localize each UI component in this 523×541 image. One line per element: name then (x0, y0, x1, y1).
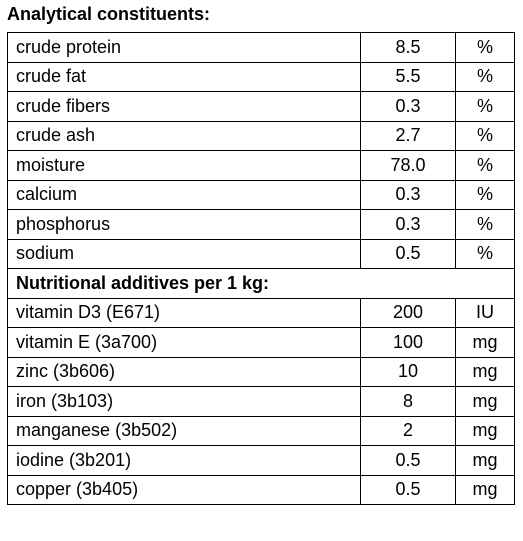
cell-name: copper (3b405) (7, 474, 361, 505)
table-row: sodium 0.5% (7, 238, 515, 269)
cell-name: manganese (3b502) (7, 415, 361, 446)
cell-unit: % (455, 209, 515, 240)
cell-num: 0.5 (360, 474, 456, 505)
cell-name: zinc (3b606) (7, 356, 361, 387)
cell-unit: % (455, 150, 515, 181)
nutrition-table: crude protein 8.5% crude fat 5.5% crude fibe… (7, 32, 515, 505)
table-row: phosphorus 0.3% (7, 209, 515, 240)
cell-num: 200 (360, 297, 456, 328)
cell-name: vitamin D3 (E671) (7, 297, 361, 328)
cell-name: moisture (7, 150, 361, 181)
cell-num: 0.3 (360, 209, 456, 240)
cell-unit: % (455, 179, 515, 210)
cell-num: 0.3 (360, 91, 456, 122)
cell-num: 2.7 (360, 120, 456, 151)
cell-unit: mg (455, 327, 515, 358)
title: Analytical constituents: (7, 4, 211, 24)
cell-unit: % (455, 91, 515, 122)
table-row: manganese (3b502) 2 mg (7, 415, 515, 446)
table-row: crude protein 8.5% (7, 32, 515, 63)
cell-num: 8 (360, 386, 456, 417)
table-row: zinc (3b606) 10 mg (7, 356, 515, 387)
cell-num: 78.0 (360, 150, 456, 181)
cell-unit: mg (455, 445, 515, 476)
cell-name: iron (3b103) (7, 386, 361, 417)
section-row: Nutritional additives per 1 kg: (7, 268, 515, 299)
cell-num: 2 (360, 415, 456, 446)
cell-unit: mg (455, 474, 515, 505)
cell-name: vitamin E (3a700) (7, 327, 361, 358)
cell-name: phosphorus (7, 209, 361, 240)
table-row: crude ash 2.7% (7, 120, 515, 151)
table-row: crude fat 5.5% (7, 61, 515, 92)
table-row: vitamin E (3a700) 100 mg (7, 327, 515, 358)
cell-name: calcium (7, 179, 361, 210)
cell-num: 100 (360, 327, 456, 358)
cell-num: 0.5 (360, 445, 456, 476)
cell-num: 0.5 (360, 238, 456, 269)
table-row: calcium 0.3% (7, 179, 515, 210)
table-row: copper (3b405) 0.5 mg (7, 474, 515, 505)
cell-num: 8.5 (360, 32, 456, 63)
table-row: vitamin D3 (E671) 200 IU (7, 297, 515, 328)
cell-name: crude fibers (7, 91, 361, 122)
cell-unit: IU (455, 297, 515, 328)
cell-unit: % (455, 32, 515, 63)
table-body: crude protein 8.5% crude fat 5.5% crude fibe… (7, 32, 515, 505)
cell-unit: % (455, 120, 515, 151)
cell-name: crude fat (7, 61, 361, 92)
table-row: crude fibers 0.3% (7, 91, 515, 122)
cell-name: crude ash (7, 120, 361, 151)
cell-name: sodium (7, 238, 361, 269)
cell-name: iodine (3b201) (7, 445, 361, 476)
table-row: iodine (3b201) 0.5 mg (7, 445, 515, 476)
table-row: moisture 78.0% (7, 150, 515, 181)
cell-unit: % (455, 61, 515, 92)
cell-num: 10 (360, 356, 456, 387)
cell-unit: % (455, 238, 515, 269)
table-row: iron (3b103) 8 mg (7, 386, 515, 417)
section-heading: Nutritional additives per 1 kg: (7, 268, 515, 299)
cell-unit: mg (455, 356, 515, 387)
cell-num: 0.3 (360, 179, 456, 210)
cell-unit: mg (455, 386, 515, 417)
cell-num: 5.5 (360, 61, 456, 92)
cell-name: crude protein (7, 32, 361, 63)
cell-unit: mg (455, 415, 515, 446)
